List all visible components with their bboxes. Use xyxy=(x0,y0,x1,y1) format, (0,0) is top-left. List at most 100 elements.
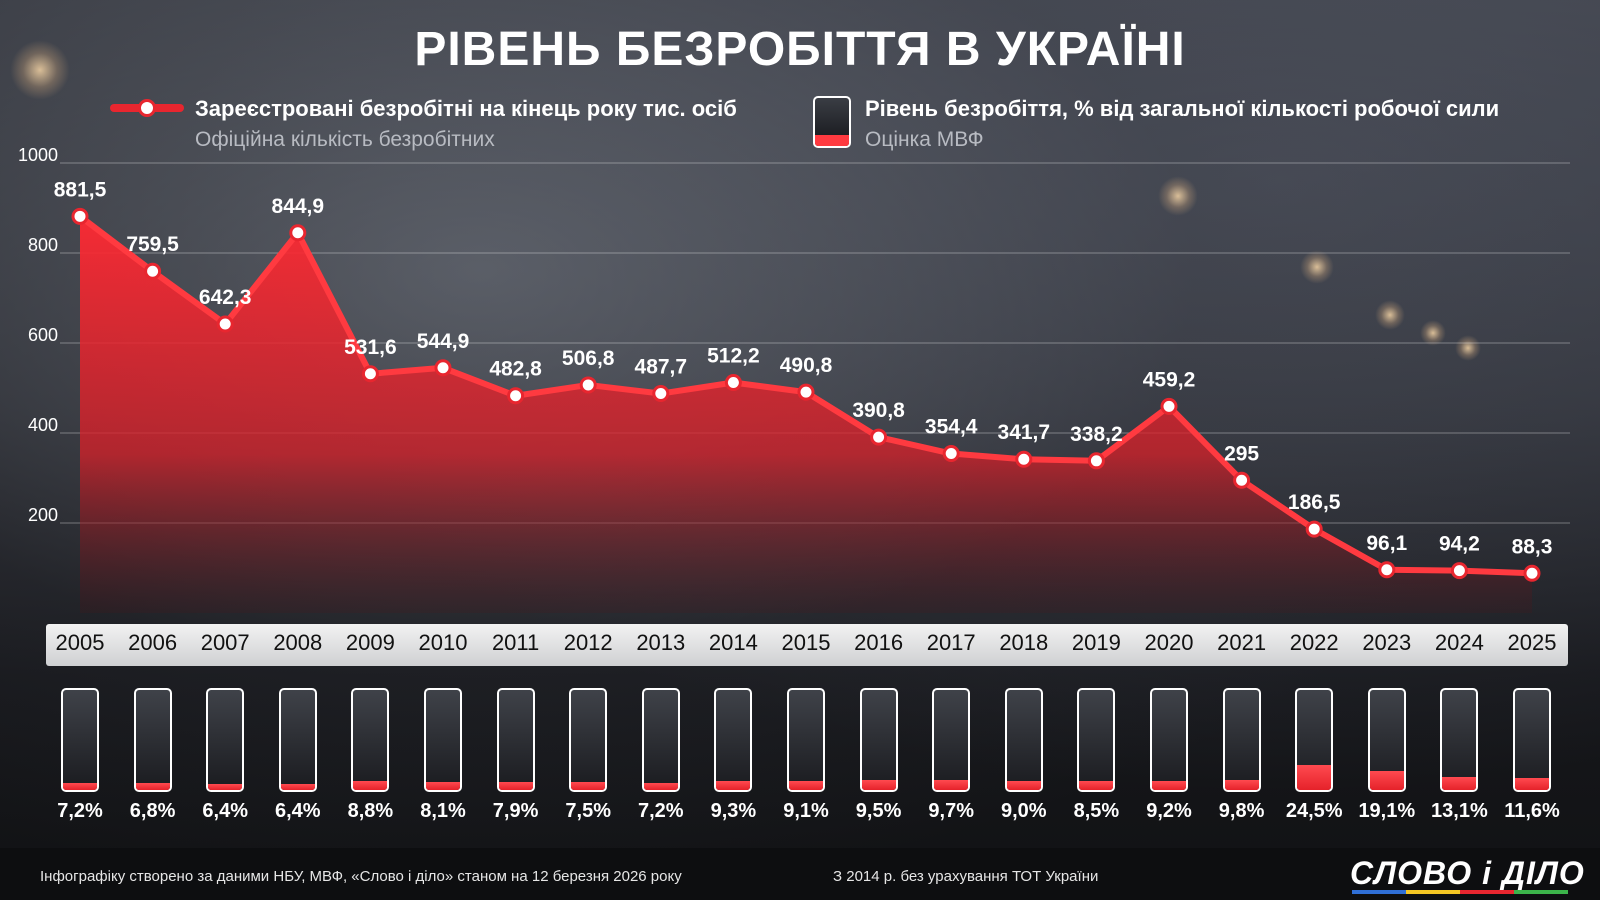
rate-label: 9,5% xyxy=(855,800,902,822)
data-point xyxy=(1160,397,1178,415)
y-tick-label: 1000 xyxy=(18,145,58,165)
unemployment-rate-bar xyxy=(1004,688,1043,792)
data-label: 544,9 xyxy=(417,330,470,353)
rate-label: 13,1% xyxy=(1431,800,1488,822)
footer-bar xyxy=(0,848,1600,900)
rate-label: 6,4% xyxy=(275,800,321,822)
bar-fill xyxy=(135,783,170,790)
data-point xyxy=(216,315,234,333)
territory-note: З 2014 р. без урахування ТОТ України xyxy=(833,868,1099,885)
data-point xyxy=(797,383,815,401)
page-title: РІВЕНЬ БЕЗРОБІТТЯ В УКРАЇНІ xyxy=(414,23,1186,76)
data-point xyxy=(1450,562,1468,580)
unemployment-rate-bar xyxy=(787,688,825,792)
year-label: 2018 xyxy=(999,630,1049,655)
logo-underline xyxy=(1352,890,1568,894)
bar-fill xyxy=(1297,765,1332,790)
data-point xyxy=(1015,450,1033,468)
unemployment-rate-bar xyxy=(1150,688,1188,792)
data-label: 186,5 xyxy=(1288,491,1341,514)
data-point xyxy=(1523,564,1541,582)
year-label: 2010 xyxy=(418,630,468,655)
bar-fill xyxy=(1224,780,1259,790)
unemployment-rate-bar xyxy=(1222,688,1261,792)
rate-label: 9,8% xyxy=(1218,800,1265,822)
bar-fill xyxy=(1006,781,1041,790)
legend-bar-sublabel: Оцінка МВФ xyxy=(865,128,984,151)
bar-fill xyxy=(208,784,243,790)
bar-fill xyxy=(353,781,388,790)
data-point xyxy=(579,376,597,394)
unemployment-rate-bar xyxy=(1367,688,1406,792)
rate-label: 9,1% xyxy=(783,800,829,822)
y-tick-label: 800 xyxy=(28,235,58,255)
logo: СЛОВО і ДІЛО xyxy=(1350,855,1585,891)
rate-label: 6,4% xyxy=(202,800,248,822)
y-tick-label: 600 xyxy=(28,325,58,345)
legend-line-entry: Зареєстровані безробітні на кінець року … xyxy=(195,96,737,152)
street-light-glow xyxy=(10,40,70,100)
year-label: 2021 xyxy=(1217,630,1267,655)
data-label: 341,7 xyxy=(998,421,1051,444)
bar-fill xyxy=(1079,781,1114,790)
bar-fill xyxy=(1152,781,1186,790)
data-point xyxy=(361,365,379,383)
data-label: 512,2 xyxy=(707,345,760,368)
year-label: 2019 xyxy=(1071,630,1121,655)
year-label: 2012 xyxy=(563,630,613,655)
year-label: 2009 xyxy=(345,630,395,655)
area-chart: 200 400 600 800 1000 881,5 759,5 642,3 844,9 531… xyxy=(18,145,1570,613)
data-label: 482,8 xyxy=(489,358,542,381)
rate-label: 7,2% xyxy=(57,800,103,822)
year-label: 2007 xyxy=(200,630,250,655)
year-label: 2022 xyxy=(1289,630,1339,655)
rate-label: 24,5% xyxy=(1285,800,1343,822)
unemployment-rate-bar xyxy=(206,688,245,792)
unemployment-rate-bar xyxy=(351,688,390,792)
bar-fill xyxy=(426,782,460,790)
area-fill xyxy=(80,216,1532,613)
rate-label: 7,9% xyxy=(492,800,539,822)
bar-fill xyxy=(789,781,823,790)
data-point xyxy=(1305,520,1323,538)
data-point xyxy=(1233,471,1251,489)
rate-label: 9,0% xyxy=(1001,800,1047,822)
data-point xyxy=(289,224,307,242)
bar-fill xyxy=(934,780,969,790)
unemployment-rate-bar xyxy=(714,688,753,792)
street-light-glow xyxy=(1420,320,1446,346)
unemployment-rate-bar xyxy=(1513,688,1551,792)
bar-fill xyxy=(63,783,97,790)
year-label: 2016 xyxy=(854,630,904,655)
year-label: 2023 xyxy=(1362,630,1412,655)
unemployment-rate-bar xyxy=(424,688,462,792)
year-label: 2017 xyxy=(926,630,976,655)
rate-label: 7,2% xyxy=(638,800,684,822)
year-label: 2014 xyxy=(708,630,758,655)
year-axis-band xyxy=(46,624,1568,666)
unemployment-rate-bar xyxy=(278,688,317,792)
data-label: 459,2 xyxy=(1143,368,1196,391)
y-tick-label: 200 xyxy=(28,505,58,525)
year-label: 2011 xyxy=(491,630,540,655)
legend-dot-swatch xyxy=(138,99,156,117)
year-label: 2020 xyxy=(1144,630,1194,655)
bar-fill xyxy=(498,782,533,790)
unemployment-rate-bar xyxy=(496,688,535,792)
data-point xyxy=(652,385,670,403)
legend-line-label: Зареєстровані безробітні на кінець року … xyxy=(195,96,737,121)
data-label: 531,6 xyxy=(344,336,397,359)
unemployment-rate-bar xyxy=(61,688,99,792)
data-label: 390,8 xyxy=(852,399,905,422)
data-label: 759,5 xyxy=(126,233,179,256)
year-label: 2013 xyxy=(636,630,686,655)
rate-label: 6,8% xyxy=(129,800,176,822)
data-label: 96,1 xyxy=(1366,532,1407,555)
data-point xyxy=(1087,452,1105,470)
rate-label: 19,1% xyxy=(1358,800,1416,822)
bar-fill xyxy=(716,781,751,790)
data-label: 844,9 xyxy=(272,195,325,218)
data-point xyxy=(144,262,162,280)
data-label: 94,2 xyxy=(1439,533,1480,556)
rate-label: 7,5% xyxy=(565,800,611,822)
